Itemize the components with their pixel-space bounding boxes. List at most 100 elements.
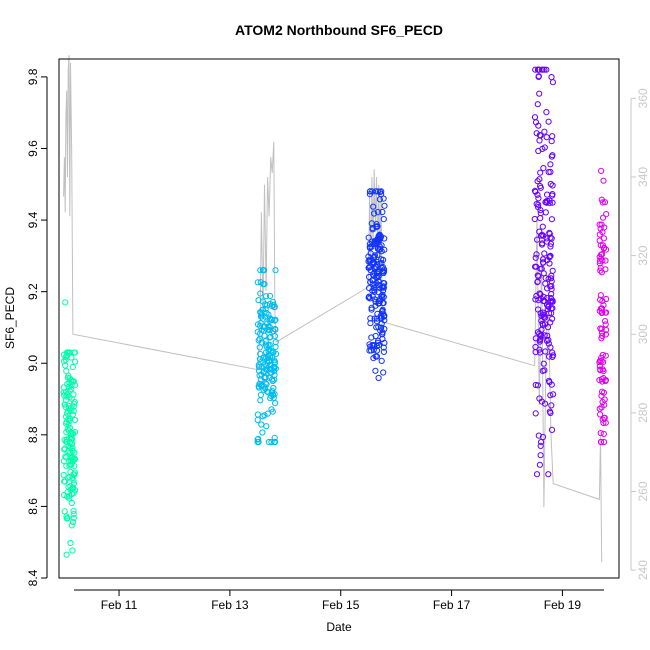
data-point: [603, 211, 610, 218]
y-right-tick-label: 300: [636, 324, 650, 344]
data-point: [549, 298, 556, 305]
data-point: [262, 341, 269, 348]
data-point: [261, 267, 268, 274]
data-point: [65, 484, 72, 491]
data-point: [537, 335, 544, 342]
data-point: [533, 251, 540, 258]
data-point: [546, 230, 553, 237]
data-point: [537, 207, 544, 214]
data-point: [257, 309, 264, 317]
data-point: [69, 484, 76, 491]
data-point: [598, 392, 605, 399]
data-point: [256, 344, 263, 351]
data-point: [547, 319, 554, 326]
data-point: [533, 200, 540, 208]
data-point: [372, 353, 379, 360]
data-point: [548, 426, 556, 433]
data-point: [272, 343, 279, 350]
data-point: [71, 456, 78, 463]
data-point: [62, 299, 69, 306]
data-point: [543, 66, 550, 73]
data-point: [371, 287, 378, 294]
data-point: [261, 412, 268, 419]
data-point: [368, 304, 375, 311]
data-point: [70, 519, 77, 526]
data-point: [597, 264, 604, 271]
data-point: [61, 446, 68, 453]
data-point: [603, 295, 610, 303]
data-point: [271, 434, 278, 441]
data-point: [376, 246, 383, 253]
data-point: [269, 392, 277, 399]
data-point: [549, 199, 556, 206]
data-point: [375, 281, 382, 288]
data-point: [600, 438, 608, 446]
data-point: [373, 221, 380, 228]
data-point: [381, 313, 388, 320]
data-point: [257, 350, 264, 358]
data-point: [263, 320, 271, 327]
data-point: [61, 436, 68, 443]
data-point: [537, 265, 544, 272]
data-point: [598, 269, 606, 276]
data-point: [373, 343, 380, 350]
data-point: [71, 349, 78, 356]
data-point: [68, 522, 75, 529]
data-point: [61, 478, 69, 485]
data-point: [377, 312, 384, 319]
data-point: [537, 442, 544, 449]
data-point: [538, 439, 545, 446]
data-point: [272, 400, 279, 407]
data-point: [366, 347, 373, 354]
data-point: [544, 191, 551, 198]
data-point: [597, 225, 604, 232]
data-point: [265, 346, 273, 353]
y-right-tick-label: 320: [636, 245, 650, 265]
data-point: [267, 347, 274, 354]
data-point: [598, 404, 605, 411]
data-point: [256, 335, 263, 342]
data-point: [66, 462, 73, 469]
data-point: [60, 491, 68, 499]
data-point: [254, 416, 261, 423]
data-point: [541, 128, 548, 135]
data-point: [262, 301, 269, 308]
data-point: [533, 471, 541, 478]
data-point: [268, 438, 275, 446]
data-point: [70, 403, 78, 410]
data-point: [375, 234, 382, 241]
data-point: [260, 324, 267, 331]
data-point: [379, 268, 386, 275]
secondary-line-layer: [63, 55, 603, 563]
data-point: [272, 267, 279, 274]
data-point: [62, 356, 69, 363]
data-point: [540, 259, 547, 266]
data-point: [598, 376, 606, 383]
data-point: [599, 366, 606, 373]
data-point: [598, 167, 605, 174]
data-point: [536, 461, 544, 468]
data-point: [374, 251, 381, 258]
data-point: [257, 359, 264, 366]
data-point: [381, 235, 388, 242]
data-point: [535, 432, 542, 439]
data-point: [534, 279, 541, 286]
data-point: [67, 539, 74, 547]
data-point: [259, 429, 266, 436]
data-point: [272, 365, 279, 372]
data-point: [367, 188, 374, 195]
data-point: [271, 304, 278, 311]
data-point: [265, 438, 272, 446]
data-point: [597, 267, 604, 274]
data-point: [69, 363, 77, 371]
data-point: [539, 433, 547, 441]
data-point: [541, 250, 548, 257]
data-point: [542, 199, 549, 206]
data-point: [65, 421, 72, 428]
data-point: [601, 199, 609, 206]
data-point: [67, 461, 74, 468]
data-point: [69, 547, 76, 554]
data-point: [263, 310, 270, 317]
data-point: [599, 199, 606, 206]
data-point: [259, 315, 266, 322]
